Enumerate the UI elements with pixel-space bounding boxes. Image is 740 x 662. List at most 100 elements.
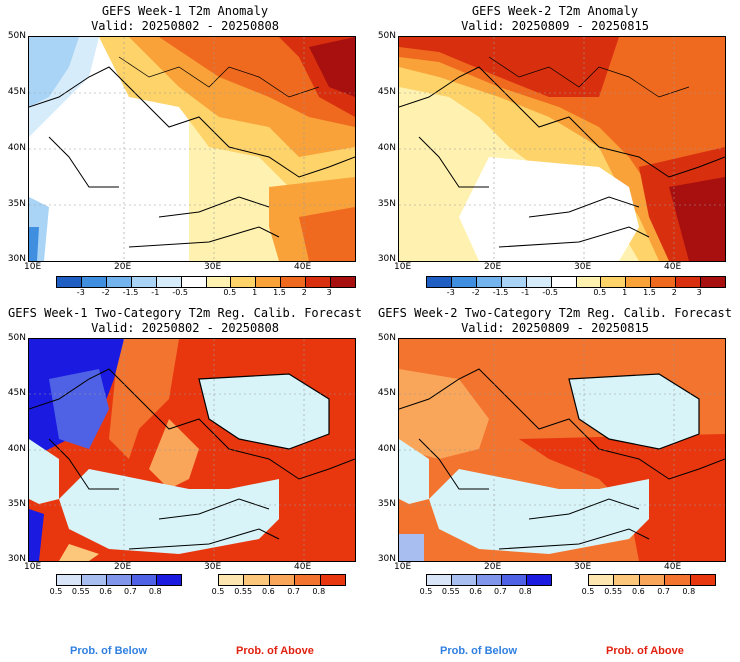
lat-label-45n: 45N [7, 87, 26, 97]
lat-label-45n: 45N [377, 388, 396, 398]
colorbar-tick: -1.5 [122, 288, 139, 297]
below-colorbar-ticks: 0.5 0.55 0.6 0.7 0.8 [420, 587, 550, 597]
above-colorbar-ticks: 0.5 0.55 0.6 0.7 0.8 [582, 587, 714, 597]
lon-label-10e: 10E [394, 562, 412, 572]
panel-title: GEFS Week-2 Two-Category T2m Reg. Calib.… [377, 306, 732, 320]
colorbar-tick: -3 [446, 288, 455, 297]
lon-label-40e: 40E [664, 262, 682, 272]
colorbar-tick: -2 [471, 288, 480, 297]
anomaly-colorbar [426, 276, 726, 288]
colorbar-tick: 1 [622, 288, 628, 297]
panel-week1-probability: GEFS Week-1 Two-Category T2m Reg. Calib.… [0, 300, 370, 662]
anomaly-colorbar [56, 276, 356, 288]
colorbar-tick: 2 [671, 288, 677, 297]
lat-label-50n: 50N [7, 31, 26, 41]
colorbar-tick: 0.8 [682, 587, 696, 596]
panel-valid-date: Valid: 20250809 - 20250815 [461, 19, 649, 33]
colorbar-tick: 0.6 [99, 587, 112, 596]
colorbar-tick: 0.5 [419, 587, 433, 596]
colorbar-tick: -1.5 [492, 288, 509, 297]
lat-label-35n: 35N [377, 499, 396, 509]
lon-label-30e: 30E [204, 562, 222, 572]
lat-label-40n: 40N [7, 143, 26, 153]
anomaly-colorbar-ticks: -3 -2 -1.5 -1 -0.5 0.5 1 1.5 2 3 [426, 288, 724, 298]
prob-above-label: Prob. of Above [606, 645, 684, 657]
panel-title: GEFS Week-1 Two-Category T2m Reg. Calib.… [7, 306, 362, 320]
lat-label-45n: 45N [7, 388, 26, 398]
lat-label-35n: 35N [7, 499, 26, 509]
colorbar-tick: -3 [76, 288, 85, 297]
anomaly-colorbar-ticks: -3 -2 -1.5 -1 -0.5 0.5 1 1.5 2 3 [56, 288, 354, 298]
below-colorbar-ticks: 0.5 0.55 0.6 0.7 0.8 [50, 587, 180, 597]
lon-label-20e: 20E [114, 562, 132, 572]
lat-label-30n: 30N [377, 254, 396, 264]
lon-label-10e: 10E [24, 262, 42, 272]
lat-label-40n: 40N [377, 143, 396, 153]
colorbar-tick: 0.6 [632, 587, 645, 596]
colorbar-tick: 1.5 [273, 288, 286, 297]
lon-label-30e: 30E [574, 562, 592, 572]
probability-map [28, 338, 356, 562]
lon-label-10e: 10E [394, 262, 412, 272]
panel-title: GEFS Week-1 T2m Anomaly [101, 4, 269, 18]
panel-week1-anomaly: GEFS Week-1 T2m Anomaly Valid: 20250802 … [0, 0, 370, 300]
colorbar-tick: -2 [101, 288, 110, 297]
panel-valid-date: Valid: 20250802 - 20250808 [91, 19, 279, 33]
panel-week2-probability: GEFS Week-2 Two-Category T2m Reg. Calib.… [370, 300, 740, 662]
colorbar-tick: -0.5 [542, 288, 558, 297]
colorbar-tick: 0.55 [604, 587, 623, 596]
lon-label-20e: 20E [114, 262, 132, 272]
colorbar-tick: 0.7 [494, 587, 507, 596]
lat-label-40n: 40N [7, 444, 26, 454]
colorbar-tick: 0.8 [312, 587, 326, 596]
lon-label-20e: 20E [484, 262, 502, 272]
lat-label-35n: 35N [7, 199, 26, 209]
below-colorbar [56, 574, 182, 586]
lon-label-40e: 40E [664, 562, 682, 572]
colorbar-tick: 0.7 [657, 587, 670, 596]
probability-map [398, 338, 726, 562]
below-colorbar [426, 574, 552, 586]
lat-label-35n: 35N [377, 199, 396, 209]
colorbar-tick: 0.5 [223, 288, 237, 297]
lat-label-40n: 40N [377, 444, 396, 454]
colorbar-tick: -0.5 [172, 288, 188, 297]
colorbar-tick: 0.55 [441, 587, 460, 596]
lat-label-30n: 30N [7, 554, 26, 564]
colorbar-tick: 0.5 [581, 587, 595, 596]
lon-label-40e: 40E [294, 262, 312, 272]
above-colorbar [218, 574, 346, 586]
lon-label-20e: 20E [484, 562, 502, 572]
panel-valid-date: Valid: 20250809 - 20250815 [461, 321, 649, 335]
colorbar-tick: 0.8 [518, 587, 532, 596]
colorbar-tick: 1 [252, 288, 258, 297]
colorbar-tick: 3 [696, 288, 702, 297]
lat-label-30n: 30N [377, 554, 396, 564]
lat-label-50n: 50N [377, 31, 396, 41]
colorbar-tick: 0.55 [234, 587, 253, 596]
colorbar-tick: 1.5 [643, 288, 656, 297]
panel-valid-date: Valid: 20250802 - 20250808 [91, 321, 279, 335]
colorbar-tick: 0.5 [593, 288, 607, 297]
panel-week2-anomaly: GEFS Week-2 T2m Anomaly Valid: 20250809 … [370, 0, 740, 300]
colorbar-tick: 0.6 [469, 587, 482, 596]
colorbar-tick: 0.5 [211, 587, 225, 596]
colorbar-tick: 0.5 [49, 587, 63, 596]
lon-label-40e: 40E [294, 562, 312, 572]
prob-below-label: Prob. of Below [440, 645, 517, 657]
prob-below-label: Prob. of Below [70, 645, 147, 657]
lon-label-30e: 30E [574, 262, 592, 272]
lat-label-50n: 50N [377, 333, 396, 343]
colorbar-tick: 0.7 [124, 587, 137, 596]
colorbar-tick: 2 [301, 288, 307, 297]
above-colorbar [588, 574, 716, 586]
lat-label-45n: 45N [377, 87, 396, 97]
colorbar-tick: 0.8 [148, 587, 162, 596]
above-colorbar-ticks: 0.5 0.55 0.6 0.7 0.8 [212, 587, 344, 597]
colorbar-tick: -1 [151, 288, 160, 297]
lon-label-30e: 30E [204, 262, 222, 272]
lat-label-30n: 30N [7, 254, 26, 264]
panel-title: GEFS Week-2 T2m Anomaly [471, 4, 639, 18]
lon-label-10e: 10E [24, 562, 42, 572]
colorbar-tick: 0.6 [262, 587, 275, 596]
